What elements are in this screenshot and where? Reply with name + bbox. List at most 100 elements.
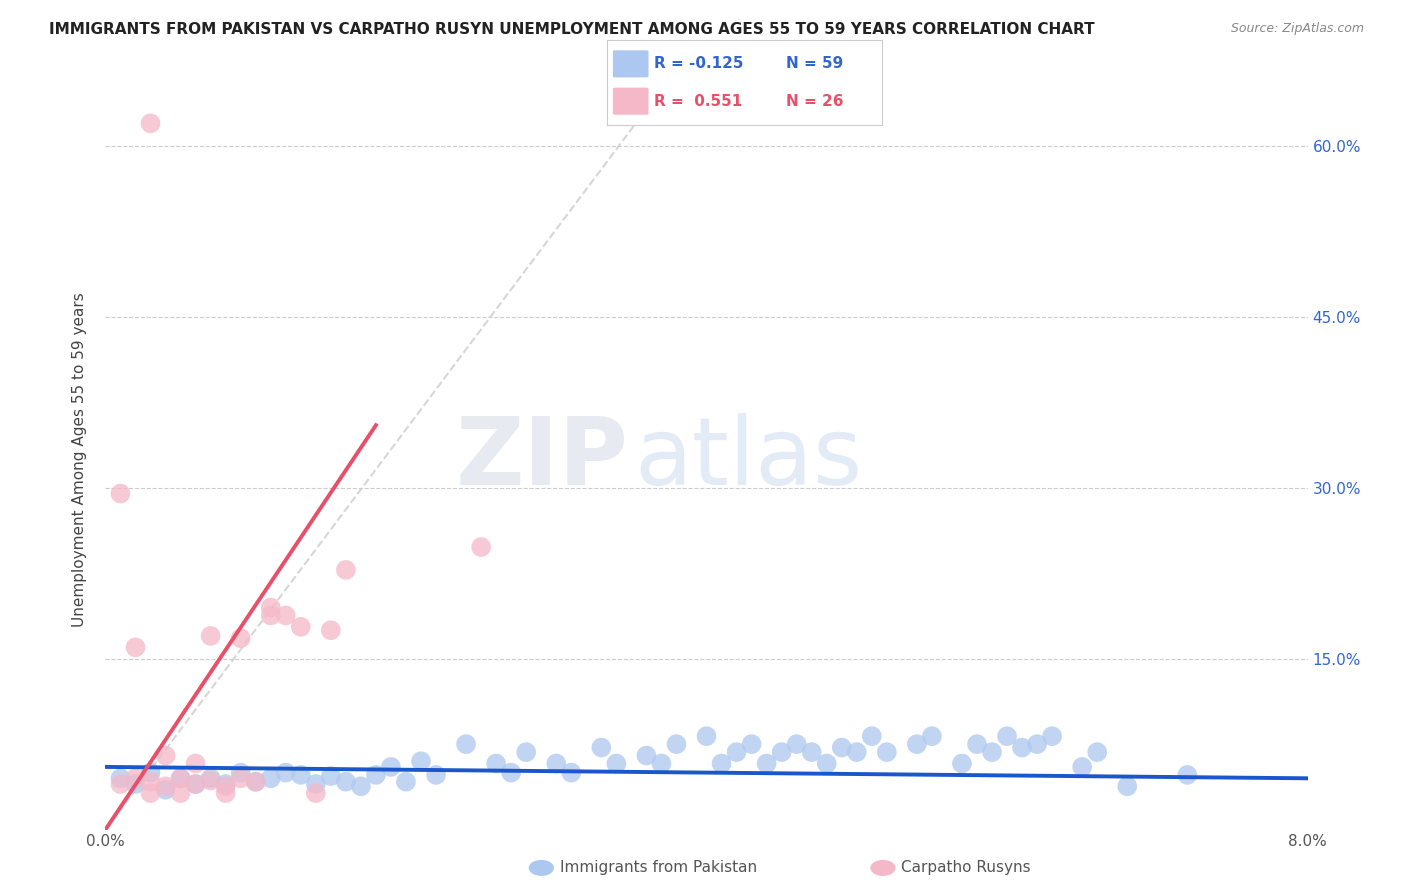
Point (815, 756, 838, 771)
Point (139, 765, 162, 780)
Text: N = 59: N = 59 (786, 56, 842, 71)
Point (169, 772, 191, 786)
Point (184, 756, 207, 771)
Point (845, 745, 868, 759)
Point (1085, 745, 1108, 759)
Point (260, 600, 283, 615)
Point (966, 737, 988, 751)
Point (364, 768, 387, 782)
Point (725, 745, 748, 759)
Point (229, 772, 252, 786)
Point (260, 608, 283, 623)
Text: Carpatho Rusyns: Carpatho Rusyns (901, 861, 1031, 875)
Point (335, 563, 357, 577)
Point (710, 756, 733, 771)
Point (124, 777, 146, 791)
Point (155, 748, 177, 763)
Point (200, 629, 222, 643)
Point (335, 774, 357, 789)
Point (650, 756, 672, 771)
Point (741, 737, 763, 751)
Point (1011, 740, 1033, 755)
Text: atlas: atlas (634, 413, 863, 506)
Point (456, 737, 478, 751)
Point (229, 765, 252, 780)
Point (950, 756, 973, 771)
Point (124, 772, 146, 786)
Text: Immigrants from Pakistan: Immigrants from Pakistan (560, 861, 756, 875)
Point (229, 631, 252, 645)
Point (200, 773, 222, 788)
Y-axis label: Unemployment Among Ages 55 to 59 years: Unemployment Among Ages 55 to 59 years (72, 292, 87, 627)
Text: R =  0.551: R = 0.551 (654, 94, 742, 109)
Point (155, 779, 177, 793)
Point (786, 737, 808, 751)
Point (981, 745, 1004, 759)
Point (755, 756, 778, 771)
Point (665, 737, 688, 751)
Point (169, 772, 191, 786)
Point (305, 786, 328, 800)
Point (184, 777, 207, 791)
Text: ZIP: ZIP (456, 413, 628, 506)
Point (274, 608, 297, 623)
Point (214, 786, 236, 800)
Point (560, 765, 582, 780)
Point (380, 760, 402, 774)
FancyBboxPatch shape (613, 50, 648, 78)
Point (139, 116, 162, 130)
FancyBboxPatch shape (613, 87, 648, 115)
Text: N = 26: N = 26 (786, 94, 844, 109)
Point (110, 777, 132, 791)
Point (905, 737, 928, 751)
Point (546, 756, 568, 771)
Point (501, 765, 523, 780)
Point (1177, 768, 1199, 782)
Point (800, 745, 823, 759)
Point (425, 768, 447, 782)
Point (110, 772, 132, 786)
Point (995, 729, 1018, 743)
Text: R = -0.125: R = -0.125 (654, 56, 744, 71)
Point (139, 786, 162, 800)
Point (1040, 729, 1063, 743)
Point (245, 774, 267, 789)
Point (1116, 779, 1139, 793)
Point (184, 777, 207, 791)
Point (290, 620, 312, 634)
Point (831, 740, 853, 755)
Point (515, 745, 537, 759)
Point (1071, 760, 1094, 774)
Point (409, 754, 432, 768)
Point (110, 486, 132, 500)
Point (350, 779, 373, 793)
Point (485, 756, 508, 771)
Point (605, 756, 627, 771)
Point (319, 624, 342, 638)
Point (214, 777, 236, 791)
Point (290, 768, 312, 782)
Point (169, 786, 191, 800)
Point (696, 729, 718, 743)
Point (214, 779, 236, 793)
Point (876, 745, 898, 759)
Point (921, 729, 943, 743)
Point (636, 748, 658, 763)
Point (770, 745, 793, 759)
Point (274, 765, 297, 780)
Point (200, 772, 222, 786)
Point (860, 729, 883, 743)
Point (245, 774, 267, 789)
Point (1026, 737, 1049, 751)
Point (395, 774, 418, 789)
Point (139, 774, 162, 789)
Point (260, 772, 283, 786)
Text: IMMIGRANTS FROM PAKISTAN VS CARPATHO RUSYN UNEMPLOYMENT AMONG AGES 55 TO 59 YEAR: IMMIGRANTS FROM PAKISTAN VS CARPATHO RUS… (49, 22, 1095, 37)
Point (319, 769, 342, 783)
Point (305, 777, 328, 791)
Point (124, 640, 146, 655)
Point (591, 740, 613, 755)
Point (155, 782, 177, 797)
Text: Source: ZipAtlas.com: Source: ZipAtlas.com (1230, 22, 1364, 36)
Point (470, 540, 492, 554)
